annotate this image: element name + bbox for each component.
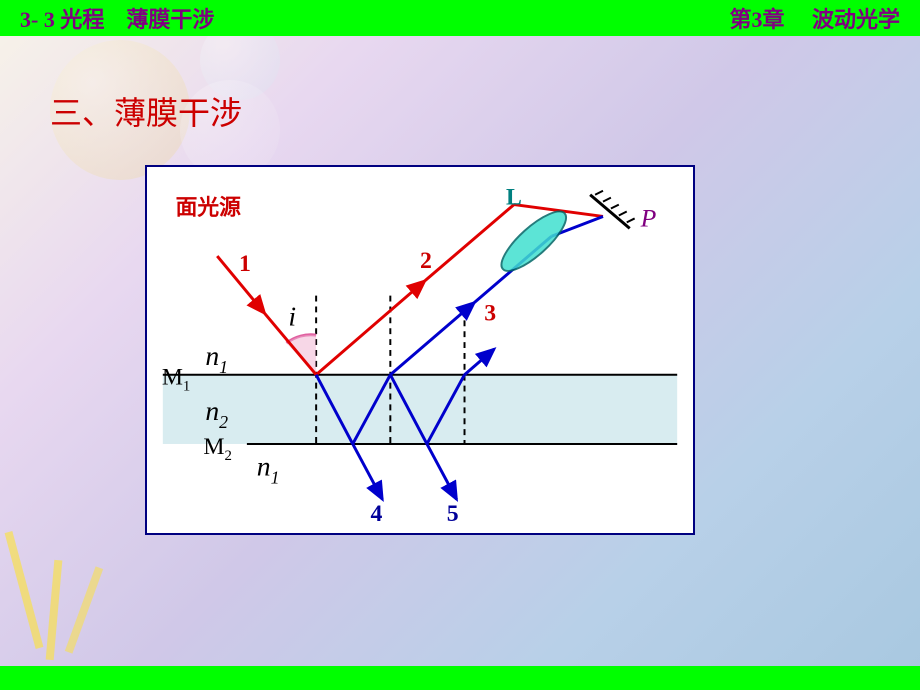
screen-label: P [640, 203, 657, 232]
screen-hatch [603, 198, 611, 202]
diagram-svg: 面光源 L P i 1 2 3 4 5 n1 n2 n1 M1 M2 [147, 167, 693, 533]
screen-line [590, 195, 630, 229]
ray-emerge [465, 349, 495, 375]
ray-label-5: 5 [447, 501, 459, 527]
lens-label: L [506, 185, 522, 211]
header-bar: 3- 3 光程 薄膜干涉 第3章 波动光学 [0, 0, 920, 36]
thin-film-diagram: 面光源 L P i 1 2 3 4 5 n1 n2 n1 M1 M2 [145, 165, 695, 535]
bg-ray [65, 566, 103, 653]
footer-bar [0, 666, 920, 690]
screen-hatch [619, 212, 627, 216]
section-title: 三、薄膜干涉 [50, 88, 242, 134]
ray-label-3: 3 [484, 300, 496, 326]
ray-label-2: 2 [420, 248, 432, 274]
screen-hatch [611, 205, 619, 209]
bg-ray [5, 531, 44, 649]
ray-5 [427, 444, 457, 499]
ray-4 [353, 444, 383, 499]
lens-icon [494, 203, 574, 279]
angle-label: i [288, 300, 296, 331]
reflected-ray-2 [425, 205, 514, 281]
header-right-text: 第3章 波动光学 [729, 2, 900, 34]
screen-hatch [627, 218, 635, 222]
ray-label-1: 1 [239, 251, 251, 277]
n1-top: n1 [205, 340, 228, 377]
screen-hatch [595, 191, 603, 195]
ray-label-4: 4 [371, 501, 383, 527]
source-label: 面光源 [176, 194, 241, 219]
m1-label: M1 [162, 365, 191, 395]
n1-bot: n1 [257, 451, 280, 488]
header-left-text: 3- 3 光程 薄膜干涉 [20, 2, 214, 34]
ray-3 [390, 303, 474, 375]
bg-ray [46, 560, 63, 660]
